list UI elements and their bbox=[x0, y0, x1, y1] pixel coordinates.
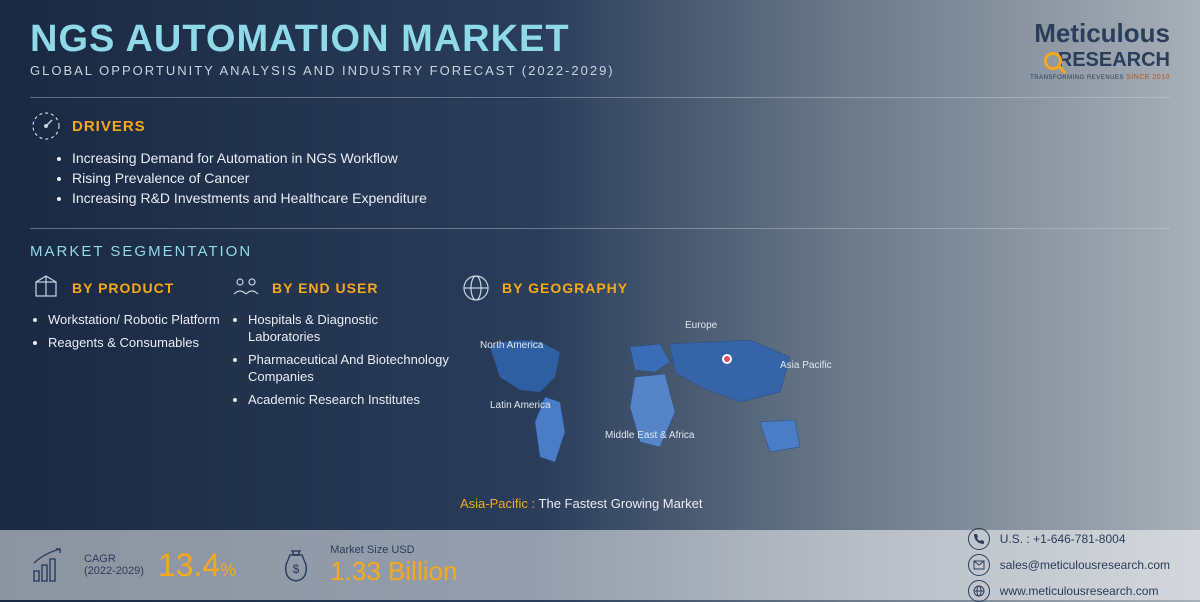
ms-value: 1.33 Billion bbox=[330, 556, 457, 587]
map-label-na: North America bbox=[480, 340, 543, 351]
ms-label: Market Size USD bbox=[330, 544, 457, 556]
list-item: Workstation/ Robotic Platform bbox=[48, 312, 220, 329]
contact-phone: U.S. : +1-646-781-8004 bbox=[968, 528, 1170, 550]
bottom-bar: CAGR (2022-2029) 13.4% $ Market Size USD… bbox=[0, 530, 1200, 600]
caption-highlight: Asia-Pacific : bbox=[460, 496, 535, 511]
cagr-label: CAGR bbox=[84, 553, 144, 565]
logo-subtext: RESEARCH bbox=[1044, 49, 1170, 72]
map-marker-icon bbox=[722, 354, 732, 364]
seg-enduser: BY END USER Hospitals & Diagnostic Labor… bbox=[230, 272, 450, 511]
map-label-ap: Asia Pacific bbox=[780, 360, 832, 371]
globe-icon bbox=[460, 272, 492, 304]
growth-chart-icon bbox=[30, 545, 70, 585]
list-item: Hospitals & Diagnostic Laboratories bbox=[248, 312, 450, 346]
svg-text:$: $ bbox=[293, 562, 300, 576]
driver-item: Increasing R&D Investments and Healthcar… bbox=[72, 190, 1170, 206]
segmentation-title: MARKET SEGMENTATION bbox=[0, 237, 1200, 266]
phone-icon bbox=[968, 528, 990, 550]
map-au bbox=[760, 420, 800, 452]
email-icon bbox=[968, 554, 990, 576]
map-label-sa: Latin America bbox=[490, 400, 551, 411]
drivers-list: Increasing Demand for Automation in NGS … bbox=[0, 146, 1200, 220]
driver-item: Increasing Demand for Automation in NGS … bbox=[72, 150, 1170, 166]
web-icon bbox=[968, 580, 990, 602]
list-item: Academic Research Institutes bbox=[248, 392, 450, 409]
caption-rest: The Fastest Growing Market bbox=[535, 496, 702, 511]
seg-enduser-title: BY END USER bbox=[272, 280, 378, 296]
phone-text: U.S. : +1-646-781-8004 bbox=[1000, 532, 1126, 546]
world-map: North America Latin America Europe Middl… bbox=[460, 312, 840, 492]
contact-email: sales@meticulousresearch.com bbox=[968, 554, 1170, 576]
segmentation-row: BY PRODUCT Workstation/ Robotic Platform… bbox=[0, 266, 1200, 511]
list-item: Reagents & Consumables bbox=[48, 335, 220, 352]
seg-product-title: BY PRODUCT bbox=[72, 280, 174, 296]
cagr-label-block: CAGR (2022-2029) bbox=[84, 553, 144, 577]
map-as bbox=[670, 340, 790, 402]
title-block: NGS AUTOMATION MARKET GLOBAL OPPORTUNITY… bbox=[30, 18, 1030, 78]
contact-block: U.S. : +1-646-781-8004 sales@meticulousr… bbox=[968, 528, 1170, 602]
cagr-period: (2022-2029) bbox=[84, 565, 144, 577]
people-icon bbox=[230, 272, 262, 304]
page-title: NGS AUTOMATION MARKET bbox=[30, 18, 1030, 61]
seg-product: BY PRODUCT Workstation/ Robotic Platform… bbox=[30, 272, 220, 511]
seg-geo-head: BY GEOGRAPHY bbox=[460, 272, 1170, 304]
map-caption: Asia-Pacific : The Fastest Growing Marke… bbox=[460, 496, 1170, 511]
dollar-bag-icon: $ bbox=[276, 545, 316, 585]
contact-web: www.meticulousresearch.com bbox=[968, 580, 1170, 602]
cagr-value: 13.4% bbox=[158, 547, 236, 584]
map-label-mea: Middle East & Africa bbox=[605, 430, 694, 441]
divider bbox=[30, 97, 1170, 98]
gauge-icon bbox=[30, 110, 62, 142]
seg-enduser-list: Hospitals & Diagnostic Laboratories Phar… bbox=[230, 312, 450, 408]
logo-text: Meticulous bbox=[1034, 18, 1170, 49]
header: NGS AUTOMATION MARKET GLOBAL OPPORTUNITY… bbox=[0, 0, 1200, 89]
seg-geography: BY GEOGRAPHY North America Latin America… bbox=[460, 272, 1170, 511]
seg-product-head: BY PRODUCT bbox=[30, 272, 220, 304]
ms-text: Market Size USD 1.33 Billion bbox=[330, 544, 457, 587]
driver-item: Rising Prevalence of Cancer bbox=[72, 170, 1170, 186]
drivers-head: DRIVERS bbox=[0, 106, 1200, 146]
seg-enduser-head: BY END USER bbox=[230, 272, 450, 304]
list-item: Pharmaceutical And Biotechnology Compani… bbox=[248, 352, 450, 386]
web-text: www.meticulousresearch.com bbox=[1000, 584, 1159, 598]
seg-product-list: Workstation/ Robotic Platform Reagents &… bbox=[30, 312, 220, 352]
map-eu bbox=[630, 344, 670, 372]
seg-geo-title: BY GEOGRAPHY bbox=[502, 280, 628, 296]
magnify-icon bbox=[1044, 52, 1062, 70]
cagr-stat: CAGR (2022-2029) 13.4% bbox=[30, 545, 236, 585]
email-text: sales@meticulousresearch.com bbox=[1000, 558, 1170, 572]
page-subtitle: GLOBAL OPPORTUNITY ANALYSIS AND INDUSTRY… bbox=[30, 63, 1030, 78]
divider bbox=[30, 228, 1170, 229]
market-size-stat: $ Market Size USD 1.33 Billion bbox=[276, 544, 457, 587]
logo-tagline: TRANSFORMING REVENUES SINCE 2010 bbox=[1030, 74, 1170, 81]
brand-logo: Meticulous RESEARCH TRANSFORMING REVENUE… bbox=[1030, 18, 1170, 81]
box-icon bbox=[30, 272, 62, 304]
map-label-eu: Europe bbox=[685, 320, 717, 331]
drivers-title: DRIVERS bbox=[72, 118, 146, 135]
